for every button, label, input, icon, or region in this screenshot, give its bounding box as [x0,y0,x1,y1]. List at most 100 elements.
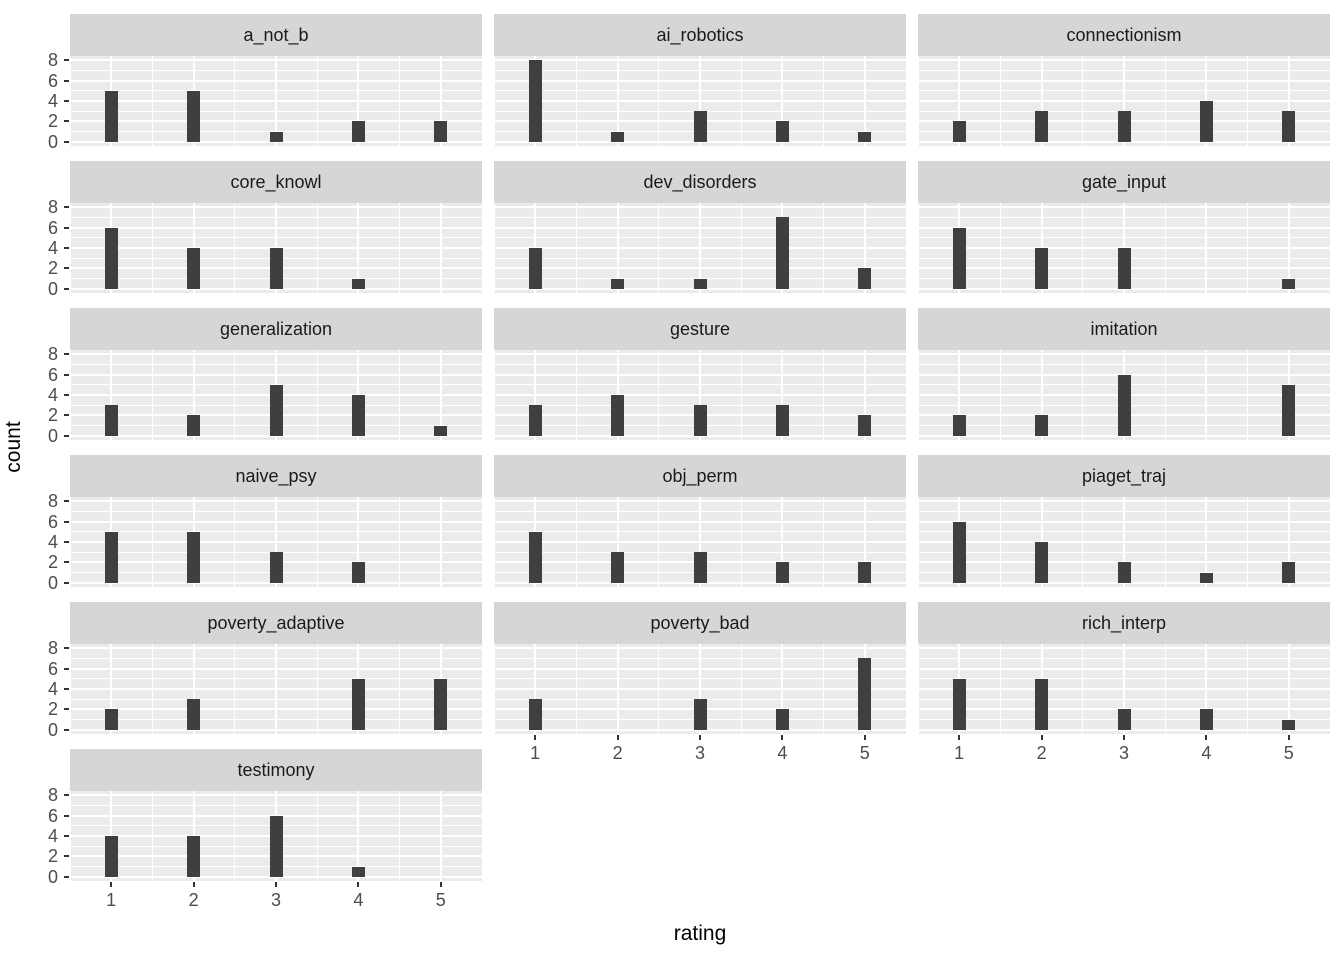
minor-gridline [1247,56,1249,146]
minor-gridline [575,203,577,293]
major-gridline [863,350,866,440]
bar [952,678,966,730]
y-tick-label: 0 [47,278,58,299]
bar [858,131,872,142]
minor-gridline [1164,350,1166,440]
minor-gridline [1329,350,1331,440]
major-gridline [1287,56,1290,146]
minor-gridline [151,350,153,440]
minor-gridline [905,644,907,734]
y-tick-label: 2 [47,846,58,867]
y-tick-mark [64,500,69,503]
major-gridline [699,644,701,734]
bar [104,531,118,583]
minor-gridline [1082,203,1084,293]
minor-gridline [493,56,495,146]
minor-gridline [151,203,153,293]
facet-panel: piaget_traj [917,455,1331,587]
bar [1035,248,1049,289]
facet-panel: rich_interp 1 2 3 4 5 [917,602,1331,762]
minor-gridline [481,497,483,587]
bar [611,278,625,289]
facet-plot-area [69,203,483,293]
minor-gridline [1164,56,1166,146]
major-gridline [534,350,537,440]
x-tick-mark [781,735,784,740]
minor-gridline [905,203,907,293]
y-tick-label: 6 [47,70,58,91]
minor-gridline [575,497,577,587]
major-gridline [439,791,442,881]
major-gridline [958,56,961,146]
x-tick-mark [110,882,113,887]
bar [693,552,707,583]
major-gridline [699,203,701,293]
bar [775,405,789,436]
facet-plot-area [493,56,907,146]
x-tick-mark [357,882,360,887]
bar [1035,542,1049,583]
minor-gridline [234,203,236,293]
major-gridline [275,56,277,146]
major-gridline [781,56,784,146]
major-gridline [1123,497,1125,587]
minor-gridline [399,56,401,146]
facet-panel: imitation [917,308,1331,440]
minor-gridline [493,497,495,587]
minor-gridline [917,56,919,146]
minor-gridline [234,644,236,734]
bar [1282,384,1296,436]
bar [351,121,365,142]
facet-panel: poverty_adaptive 0 2 4 6 8 [48,602,483,739]
y-tick-mark [64,855,69,858]
facet-panel: ai_robotics [493,14,907,146]
y-tick-label: 8 [47,197,58,218]
minor-gridline [823,56,825,146]
minor-gridline [399,203,401,293]
major-gridline [616,56,619,146]
bar [611,131,625,142]
x-tick-mark [1287,735,1290,740]
minor-gridline [1247,350,1249,440]
minor-gridline [316,203,318,293]
minor-gridline [740,56,742,146]
minor-gridline [658,497,660,587]
y-tick-label: 6 [47,364,58,385]
bar [528,248,542,289]
major-gridline [1205,350,1208,440]
bar [952,415,966,436]
minor-gridline [316,791,318,881]
y-tick-mark [64,59,69,62]
minor-gridline [1082,350,1084,440]
minor-gridline [399,350,401,440]
y-tick-label: 0 [47,866,58,887]
minor-gridline [316,497,318,587]
major-gridline [1287,644,1290,734]
y-tick-label: 8 [47,638,58,659]
y-tick-mark [64,226,69,229]
x-tick-label: 2 [1036,743,1047,763]
y-tick-label: 2 [47,699,58,720]
bar [104,227,118,289]
minor-gridline [905,350,907,440]
major-gridline [439,56,442,146]
minor-gridline [917,497,919,587]
major-gridline [357,791,360,881]
y-tick-mark [64,561,69,564]
bar [104,836,118,877]
bar [351,562,365,583]
minor-gridline [1164,644,1166,734]
facet-panel: core_knowl 0 2 4 6 8 [48,161,483,298]
minor-gridline [1082,497,1084,587]
minor-gridline [481,350,483,440]
facet-plot-area [69,644,483,734]
y-tick-label: 4 [47,826,58,846]
facet-panel: dev_disorders [493,161,907,293]
minor-gridline [69,350,71,440]
bar [434,121,448,142]
bar [1117,248,1131,289]
facet-strip-label: a_not_b [70,14,482,56]
bar [528,699,542,730]
minor-gridline [575,350,577,440]
bar [351,278,365,289]
